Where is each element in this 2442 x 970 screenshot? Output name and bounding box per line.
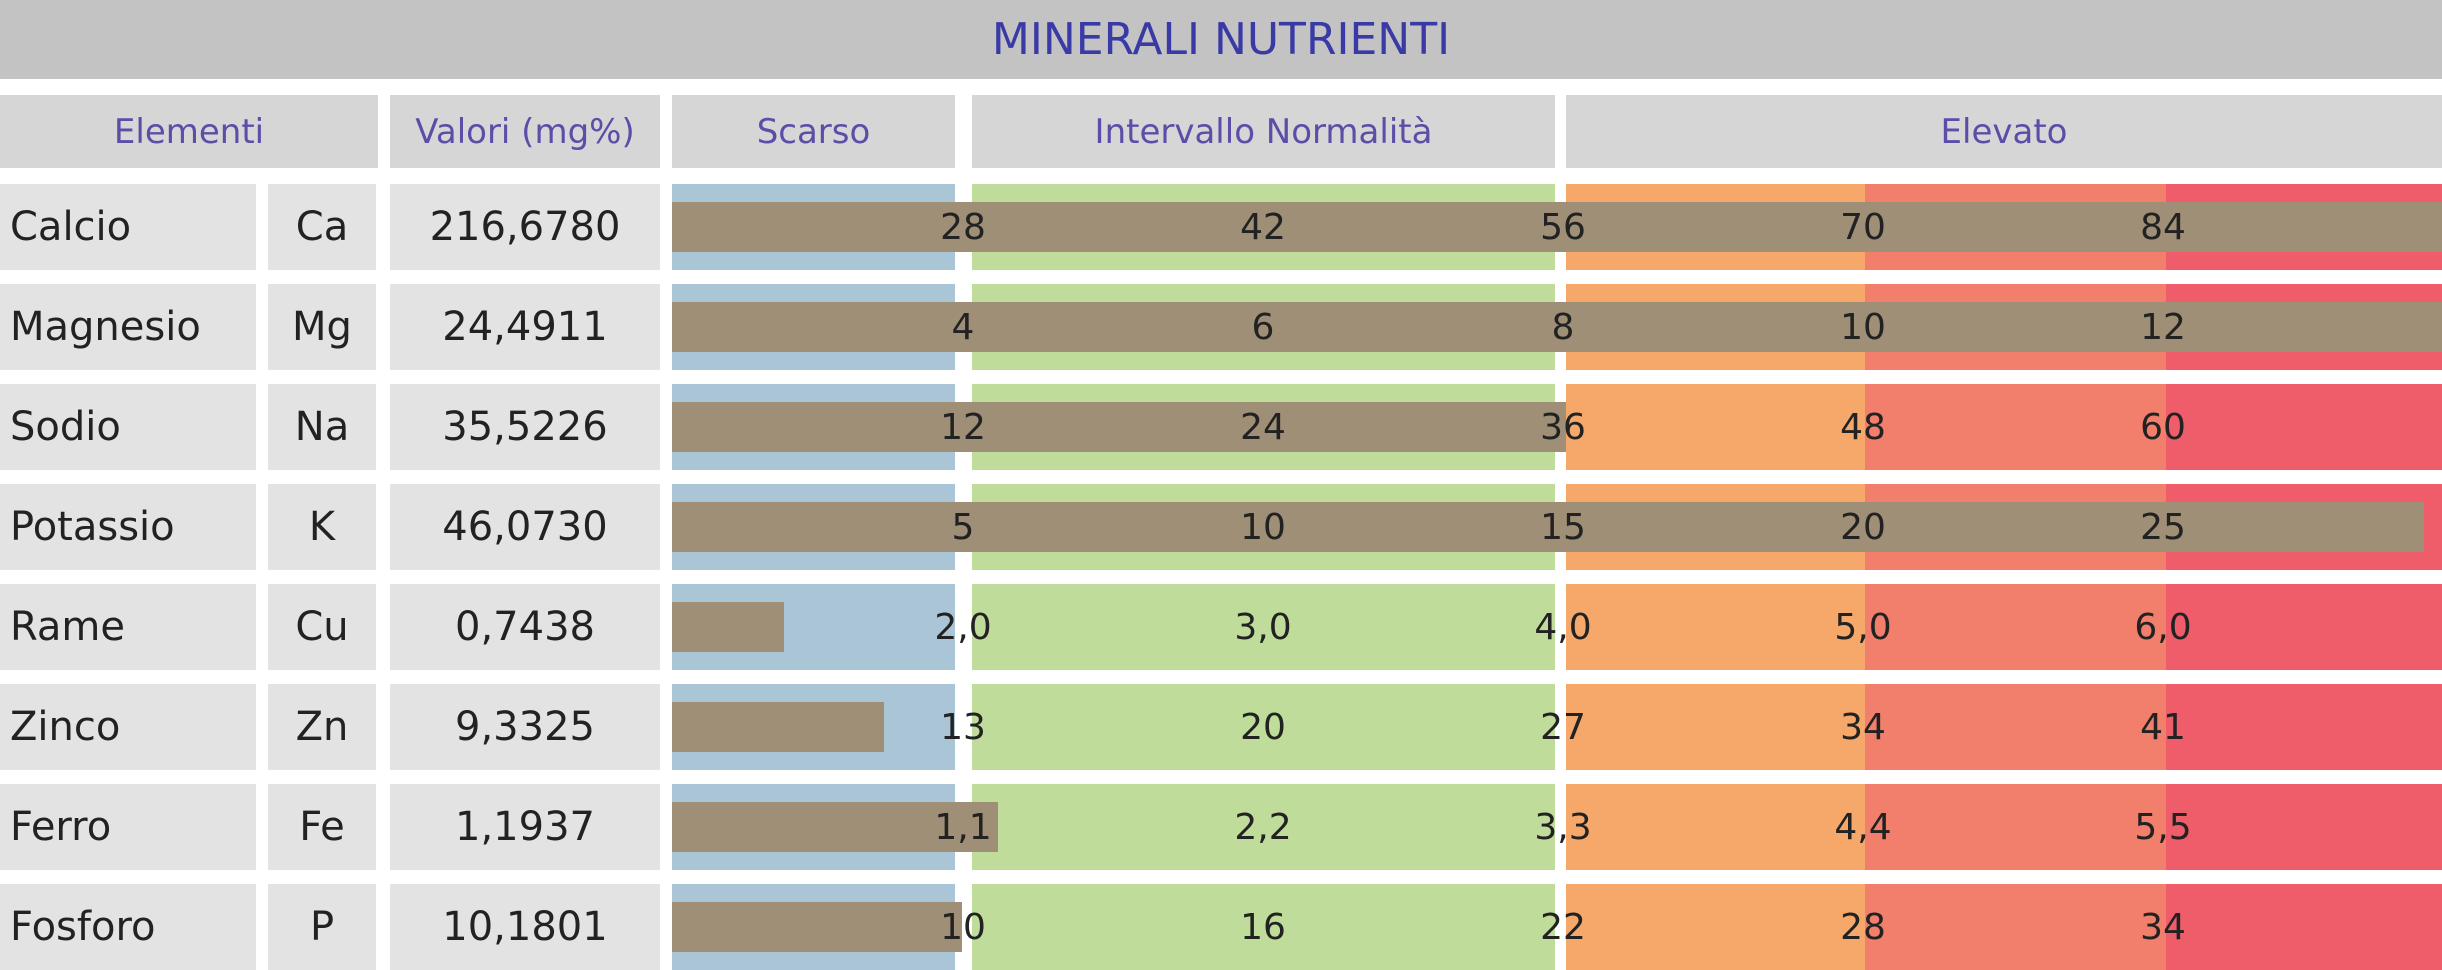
zone-high-2 [1865, 784, 2166, 870]
element-name: Rame [0, 584, 256, 670]
tick-label: 36 [1540, 406, 1586, 448]
header-elevato: Elevato [1566, 95, 2442, 168]
zone-high-3 [2166, 584, 2442, 670]
tick-label: 1,1 [934, 806, 992, 848]
value-bar [672, 302, 2442, 352]
value-bar [672, 402, 1566, 452]
tick-label: 12 [2140, 306, 2186, 348]
value-bar [672, 802, 998, 852]
zone-high-2 [1865, 684, 2166, 770]
element-symbol: Na [268, 384, 376, 470]
tick-label: 3,3 [1534, 806, 1592, 848]
tick-label: 12 [940, 406, 986, 448]
tick-label: 42 [1240, 206, 1286, 248]
tick-label: 10 [940, 906, 986, 948]
tick-label: 27 [1540, 706, 1586, 748]
tick-label: 5,5 [2134, 806, 2192, 848]
element-value: 35,5226 [390, 384, 660, 470]
tick-label: 2,2 [1234, 806, 1292, 848]
tick-label: 48 [1840, 406, 1886, 448]
element-name: Ferro [0, 784, 256, 870]
zone-high-3 [2166, 684, 2442, 770]
header-scarso: Scarso [672, 95, 955, 168]
element-symbol: Cu [268, 584, 376, 670]
element-name: Zinco [0, 684, 256, 770]
tick-label: 28 [940, 206, 986, 248]
tick-label: 41 [2140, 706, 2186, 748]
zone-high-3 [2166, 784, 2442, 870]
header-normalita: Intervallo Normalità [972, 95, 1555, 168]
tick-label: 3,0 [1234, 606, 1292, 648]
zone-high-2 [1865, 384, 2166, 470]
tick-label: 22 [1540, 906, 1586, 948]
element-symbol: K [268, 484, 376, 570]
tick-label: 70 [1840, 206, 1886, 248]
tick-label: 28 [1840, 906, 1886, 948]
tick-label: 60 [2140, 406, 2186, 448]
element-value: 24,4911 [390, 284, 660, 370]
element-value: 216,6780 [390, 184, 660, 270]
tick-label: 24 [1240, 406, 1286, 448]
tick-label: 34 [2140, 906, 2186, 948]
tick-label: 6,0 [2134, 606, 2192, 648]
value-bar [672, 602, 784, 652]
header-elementi: Elementi [0, 95, 378, 168]
tick-label: 13 [940, 706, 986, 748]
element-value: 46,0730 [390, 484, 660, 570]
tick-label: 34 [1840, 706, 1886, 748]
value-bar [672, 902, 962, 952]
zone-normal [972, 584, 1555, 670]
chart-title: MINERALI NUTRIENTI [0, 0, 2442, 79]
value-bar [672, 202, 2442, 252]
header-valori: Valori (mg%) [390, 95, 660, 168]
zone-high-2 [1865, 584, 2166, 670]
tick-label: 6 [1251, 306, 1275, 348]
element-value: 0,7438 [390, 584, 660, 670]
element-value: 1,1937 [390, 784, 660, 870]
zone-high-3 [2166, 384, 2442, 470]
zone-high-1 [1566, 784, 1865, 870]
zone-normal [972, 784, 1555, 870]
element-symbol: P [268, 884, 376, 970]
zone-normal [972, 684, 1555, 770]
zone-high-3 [2166, 884, 2442, 970]
zone-high-2 [1865, 884, 2166, 970]
zone-high-1 [1566, 584, 1865, 670]
tick-label: 20 [1840, 506, 1886, 548]
element-symbol: Zn [268, 684, 376, 770]
tick-label: 5 [951, 506, 975, 548]
tick-label: 5,0 [1834, 606, 1892, 648]
tick-label: 8 [1551, 306, 1575, 348]
tick-label: 4,4 [1834, 806, 1892, 848]
element-name: Sodio [0, 384, 256, 470]
element-symbol: Ca [268, 184, 376, 270]
element-name: Fosforo [0, 884, 256, 970]
tick-label: 2,0 [934, 606, 992, 648]
element-value: 9,3325 [390, 684, 660, 770]
tick-label: 56 [1540, 206, 1586, 248]
tick-label: 15 [1540, 506, 1586, 548]
element-symbol: Fe [268, 784, 376, 870]
element-value: 10,1801 [390, 884, 660, 970]
tick-label: 10 [1840, 306, 1886, 348]
element-symbol: Mg [268, 284, 376, 370]
element-name: Magnesio [0, 284, 256, 370]
tick-label: 25 [2140, 506, 2186, 548]
zone-high-1 [1566, 884, 1865, 970]
zone-high-1 [1566, 684, 1865, 770]
element-name: Potassio [0, 484, 256, 570]
tick-label: 4,0 [1534, 606, 1592, 648]
value-bar [672, 502, 2424, 552]
element-name: Calcio [0, 184, 256, 270]
tick-label: 84 [2140, 206, 2186, 248]
zone-high-1 [1566, 384, 1865, 470]
value-bar [672, 702, 884, 752]
tick-label: 4 [951, 306, 975, 348]
tick-label: 16 [1240, 906, 1286, 948]
tick-label: 20 [1240, 706, 1286, 748]
tick-label: 10 [1240, 506, 1286, 548]
